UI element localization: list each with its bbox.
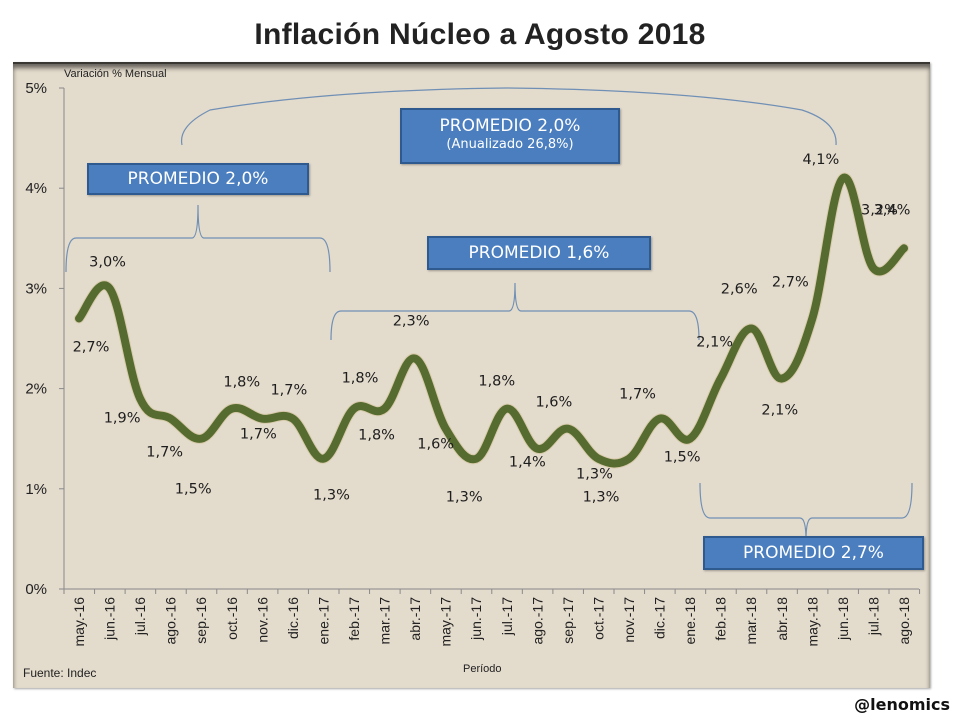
- chart-title: Inflación Núcleo a Agosto 2018: [254, 18, 706, 51]
- x-tick-label: ago.-17: [529, 597, 545, 645]
- data-label: 1,8%: [223, 375, 260, 391]
- data-label: 1,3%: [313, 488, 350, 504]
- x-tick-label: mar.-18: [743, 597, 759, 645]
- x-tick-label: feb.-18: [713, 597, 729, 641]
- data-label: 1,9%: [104, 411, 141, 427]
- x-tick-label: jun.-16: [102, 597, 118, 641]
- data-label: 1,3%: [446, 490, 483, 506]
- braces: [65, 87, 913, 541]
- data-label: 1,8%: [478, 374, 515, 390]
- brace-overall: [180, 87, 837, 146]
- author-handle: @lenomics: [854, 695, 950, 714]
- x-tick-label: jul.-18: [865, 597, 881, 636]
- annotation-box-overall-text: PROMEDIO 2,0%: [439, 116, 581, 136]
- x-tick-label: dic.-17: [652, 597, 668, 639]
- data-label: 1,6%: [535, 395, 572, 411]
- data-label: 1,7%: [619, 387, 656, 403]
- y-tick-label: 0%: [25, 581, 47, 598]
- x-tick-label: dic.-16: [285, 597, 301, 639]
- x-tick-label: sep.-16: [193, 597, 209, 644]
- brace-2017: [330, 282, 700, 341]
- y-axis-label: Variación % Mensual: [64, 68, 167, 80]
- x-tick-label: oct.-17: [590, 597, 606, 640]
- data-label: 1,7%: [270, 383, 307, 399]
- y-tick-label: 3%: [25, 280, 47, 297]
- x-tick-label: abr.-17: [407, 597, 423, 641]
- data-label: 2,7%: [73, 339, 110, 355]
- x-tick-label: may.-16: [71, 597, 87, 647]
- x-tick-label: nov.-17: [621, 597, 637, 643]
- source-note: Fuente: Indec: [23, 666, 96, 680]
- y-tick-label: 2%: [25, 381, 47, 398]
- x-tick-label: ago.-18: [896, 597, 912, 645]
- data-label: 1,5%: [664, 450, 701, 466]
- data-label: 1,5%: [175, 482, 212, 498]
- x-tick-label: oct.-16: [224, 597, 240, 640]
- x-tick-label: jun.-18: [835, 597, 851, 641]
- series-line-halo: [74, 172, 909, 469]
- series: [74, 172, 909, 469]
- x-tick-label: may.-17: [438, 597, 454, 647]
- data-label: 1,7%: [146, 445, 183, 461]
- annotation-box-overall-subtext: (Anualizado 26,8%): [446, 137, 574, 152]
- x-tick-label: jul.-17: [499, 597, 515, 636]
- annotation-box-1-text: PROMEDIO 2,0%: [127, 169, 269, 189]
- brace-2018: [699, 482, 913, 541]
- x-axis-label: Período: [463, 663, 502, 675]
- x-tick-label: ene.-17: [315, 597, 331, 645]
- annotation-box-1: PROMEDIO 2,0%: [87, 163, 309, 195]
- x-tick-label: ene.-18: [682, 597, 698, 645]
- y-tick-label: 5%: [25, 80, 47, 97]
- data-label: 1,3%: [583, 490, 620, 506]
- x-tick-label: jul.-16: [132, 597, 148, 636]
- data-label: 1,8%: [358, 428, 395, 444]
- y-tick-label: 1%: [25, 481, 47, 498]
- y-tick-label: 4%: [25, 180, 47, 197]
- annotation-box-overall: PROMEDIO 2,0% (Anualizado 26,8%): [400, 108, 620, 164]
- x-tick-label: ago.-16: [163, 597, 179, 645]
- annotation-box-2-text: PROMEDIO 1,6%: [468, 243, 610, 263]
- data-label: 4,1%: [802, 152, 839, 168]
- data-label: 2,3%: [393, 314, 430, 330]
- data-label: 1,7%: [240, 427, 277, 443]
- annotation-box-3-text: PROMEDIO 2,7%: [743, 543, 884, 563]
- x-tick-label: feb.-17: [346, 597, 362, 641]
- data-labels: 2,7% 3,0% 1,9% 1,7% 1,5% 1,8% 1,7% 1,7% 1,3% 1,8%…: [73, 152, 911, 506]
- data-label: 2,7%: [772, 274, 809, 290]
- x-tick-label: may.-18: [804, 597, 820, 647]
- data-label: 3,4%: [874, 202, 911, 218]
- annotation-box-2: PROMEDIO 1,6%: [427, 236, 651, 270]
- data-label: 2,6%: [721, 281, 758, 297]
- x-tick-label: abr.-18: [774, 597, 790, 641]
- data-label: 3,2%: [861, 202, 898, 218]
- x-tick-label: mar.-17: [377, 597, 393, 645]
- data-label: 2,1%: [761, 403, 798, 419]
- data-label: 3,0%: [89, 254, 126, 270]
- brace-2016: [65, 204, 331, 273]
- data-label: 1,6%: [417, 437, 454, 453]
- axes: 0% 1% 2% 3% 4% 5% may.-16 jun.-16 jul.-16 ago.-16…: [25, 80, 921, 647]
- data-label: 1,8%: [342, 371, 379, 387]
- data-label: 1,3%: [576, 467, 613, 483]
- data-label: 2,1%: [696, 335, 733, 351]
- x-tick-label: nov.-16: [254, 597, 270, 643]
- annotation-box-3: PROMEDIO 2,7%: [703, 536, 924, 570]
- data-label: 1,4%: [509, 455, 546, 471]
- x-tick-label: sep.-17: [560, 597, 576, 644]
- x-tick-label: jun.-17: [468, 597, 484, 641]
